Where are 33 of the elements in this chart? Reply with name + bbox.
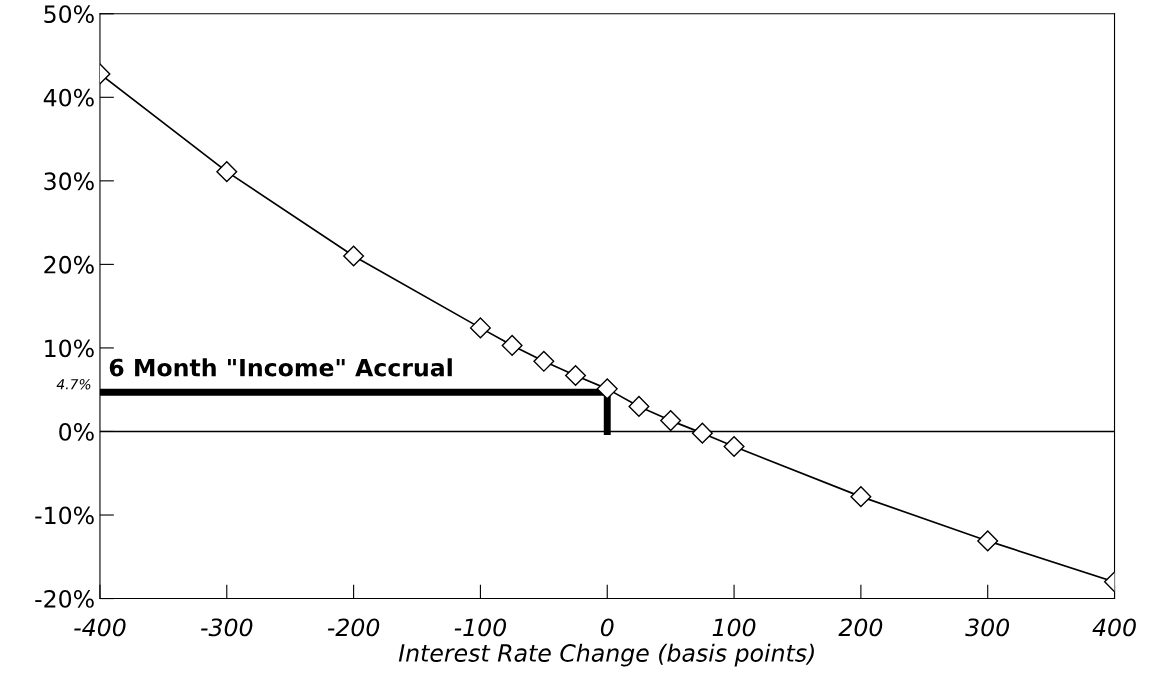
y-tick-label: -10% (35, 506, 94, 525)
point (343, 245, 365, 267)
y-tick-label: 30% (44, 172, 94, 191)
x-tick-label: 300 (965, 618, 1010, 637)
x-tick-label: -300 (201, 618, 253, 637)
point (691, 422, 713, 444)
point (660, 410, 682, 432)
y-tick-label: 20% (44, 255, 94, 274)
point (628, 395, 650, 417)
point (723, 435, 745, 458)
annotation: 6 Month "Income" Accrual (109, 358, 452, 377)
x-tick-label: -100 (454, 618, 507, 637)
y-tick-label: 40% (43, 88, 94, 107)
point (469, 317, 491, 339)
annotation: 4.7% (56, 379, 91, 390)
x-tick-label: -200 (327, 618, 380, 637)
y-tick-label: 50% (44, 5, 94, 24)
x-tick-label: -400 (74, 618, 126, 637)
x-tick-label: 100 (712, 618, 756, 637)
x-tick-label: 0 (600, 618, 614, 637)
point (216, 161, 238, 183)
x-tick-label: 400 (1092, 618, 1136, 637)
point (565, 364, 587, 387)
y-tick-label: -20% (35, 590, 94, 608)
y-tick-label: 10% (45, 339, 94, 358)
y-tick-label: 0% (59, 422, 94, 441)
x-axis-title: Interest Rate Change (basis points) (398, 643, 814, 667)
point (501, 334, 523, 356)
point (850, 486, 872, 508)
point (533, 350, 555, 372)
x-tick-label: 200 (838, 618, 883, 637)
point (977, 530, 999, 552)
point (596, 378, 618, 400)
